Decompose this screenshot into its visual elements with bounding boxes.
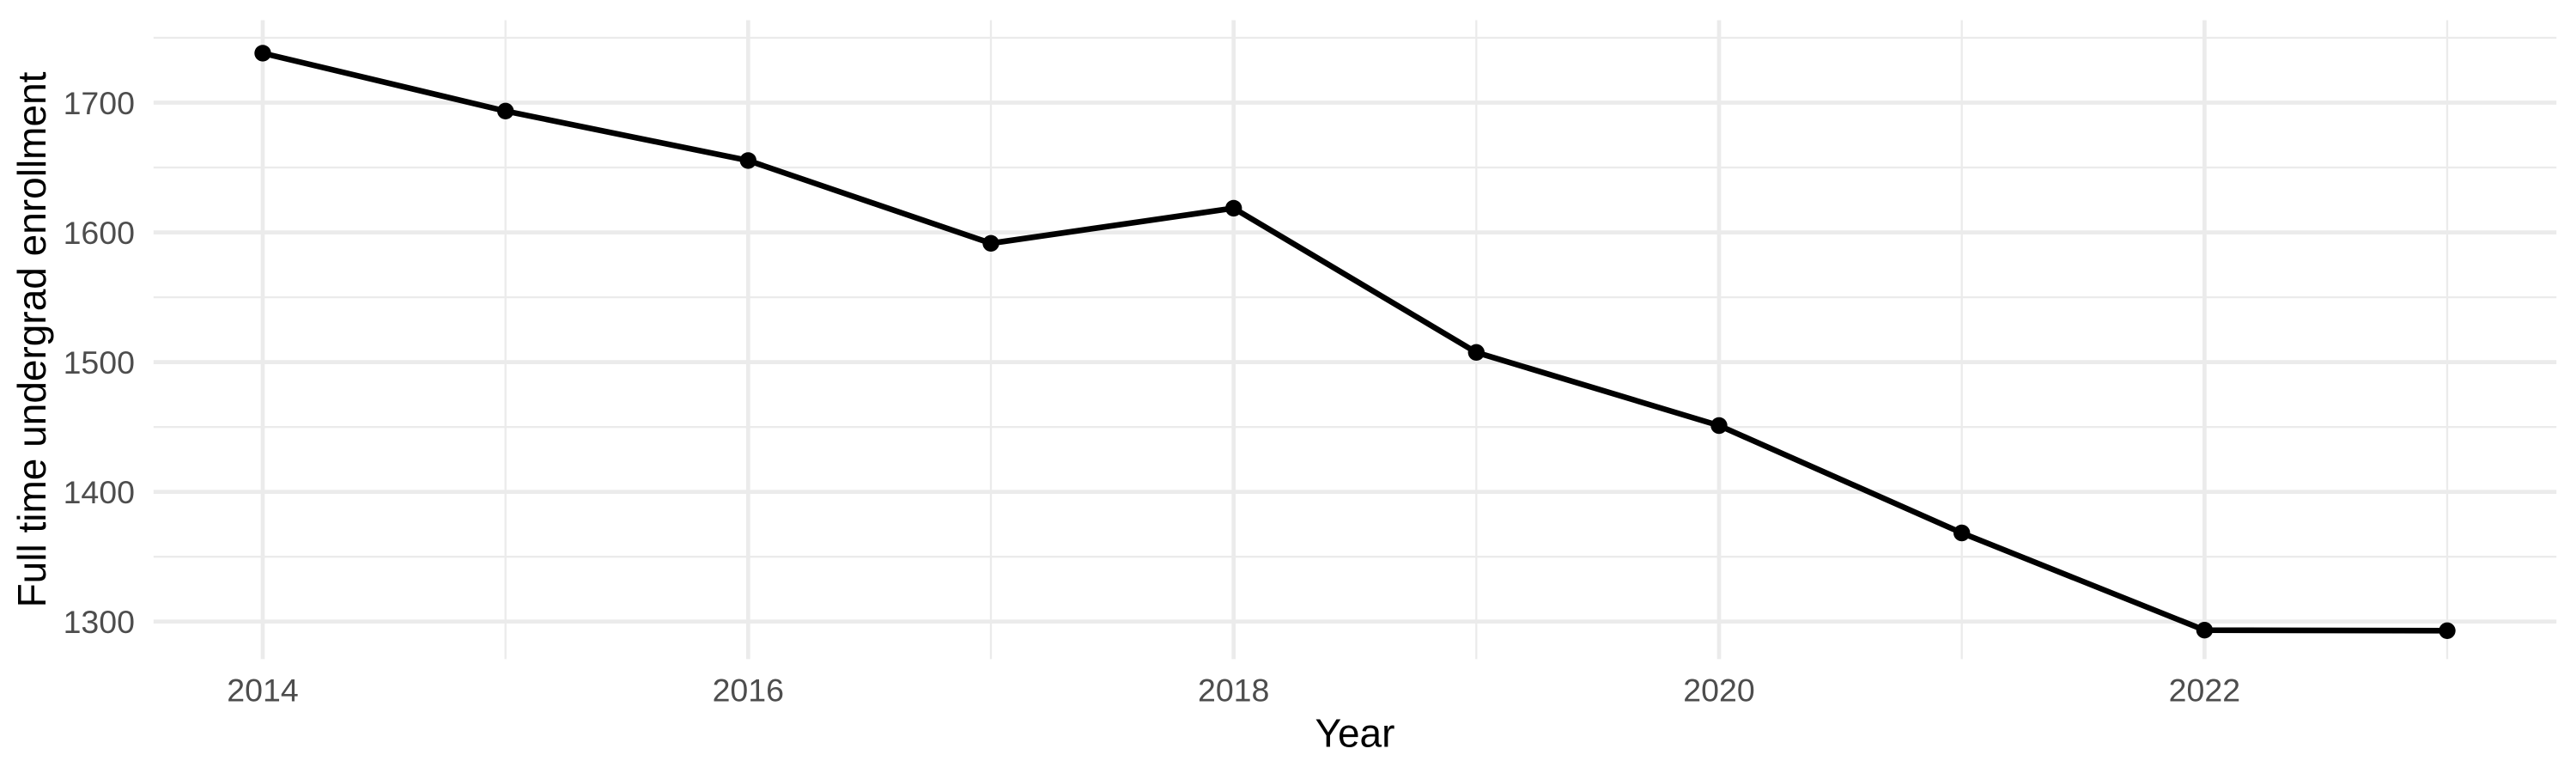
svg-text:Year: Year — [1315, 711, 1395, 756]
svg-text:1400: 1400 — [64, 474, 135, 510]
svg-text:1300: 1300 — [64, 604, 135, 640]
svg-text:1600: 1600 — [64, 215, 135, 251]
svg-text:2018: 2018 — [1198, 672, 1269, 708]
svg-text:1500: 1500 — [64, 344, 135, 380]
svg-text:2014: 2014 — [227, 672, 298, 708]
svg-text:2022: 2022 — [2169, 672, 2240, 708]
svg-text:2016: 2016 — [713, 672, 784, 708]
svg-text:Full time undergrad enrollment: Full time undergrad enrollment — [9, 71, 54, 607]
svg-text:2020: 2020 — [1683, 672, 1754, 708]
svg-text:1700: 1700 — [64, 85, 135, 121]
